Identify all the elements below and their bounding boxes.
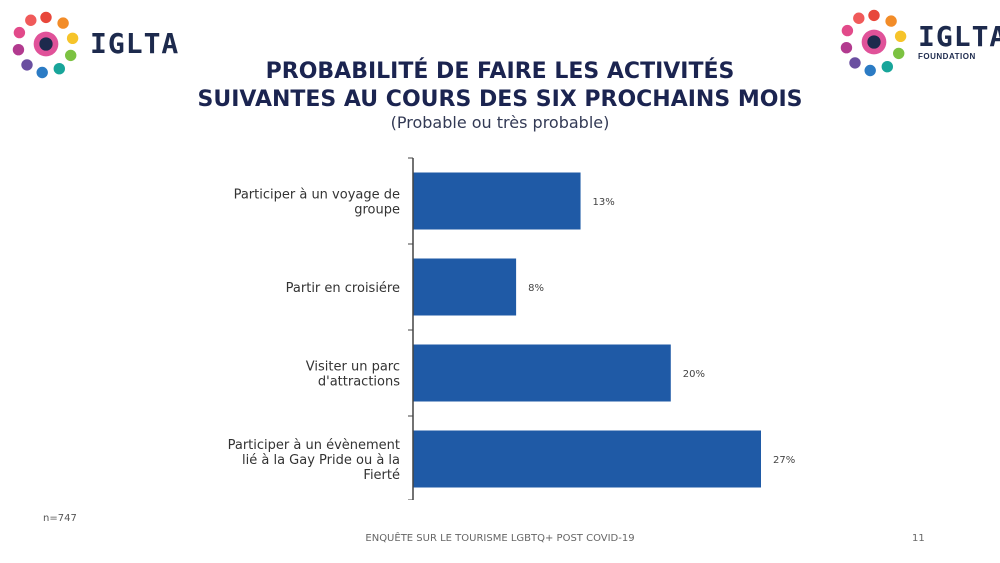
category-label-4-line-1: Participer à un évènement xyxy=(228,438,400,453)
logo-left-word: IGLTA xyxy=(90,27,180,60)
category-label-4-line-3: Fierté xyxy=(363,468,400,483)
category-label-4-line-2: lié à la Gay Pride ou à la xyxy=(242,453,400,468)
bar-2 xyxy=(413,258,517,316)
category-label-2-line-1: Partir en croisiére xyxy=(286,281,400,296)
logo-right-word: IGLTA xyxy=(918,20,1000,53)
page-title-line-2: SUIVANTES AU COURS DES SIX PROCHAINS MOI… xyxy=(197,87,803,112)
page-title: PROBABILITÉ DE FAIRE LES ACTIVITÉS SUIVA… xyxy=(0,58,1000,114)
page-number: 11 xyxy=(912,533,925,544)
bar-4 xyxy=(413,430,761,488)
iglta-globe-icon xyxy=(11,9,81,79)
iglta-globe-icon xyxy=(839,7,909,77)
iglta-foundation-logo: IGLTA FOUNDATION xyxy=(836,4,1000,80)
category-label-3-line-1: Visiter un parc xyxy=(306,360,400,375)
logo-right-sub: FOUNDATION xyxy=(918,52,976,61)
bar-3 xyxy=(413,344,671,402)
value-label-3: 20% xyxy=(683,369,705,380)
category-label-1-line-2: groupe xyxy=(354,203,400,218)
value-label-4: 27% xyxy=(773,455,795,466)
sample-size: n=747 xyxy=(43,513,77,524)
footer-title: ENQUÊTE SUR LE TOURISME LGBTQ+ POST COVI… xyxy=(365,533,635,544)
iglta-logo-left: IGLTA xyxy=(8,6,179,82)
category-label-1-line-1: Participer à un voyage de xyxy=(234,188,400,203)
bar-1 xyxy=(413,172,581,230)
page-subtitle: (Probable ou très probable) xyxy=(390,113,610,132)
value-label-1: 13% xyxy=(593,197,615,208)
value-label-2: 8% xyxy=(528,283,544,294)
category-label-3-line-2: d'attractions xyxy=(318,375,400,390)
page-title-line-1: PROBABILITÉ DE FAIRE LES ACTIVITÉS xyxy=(265,59,735,84)
